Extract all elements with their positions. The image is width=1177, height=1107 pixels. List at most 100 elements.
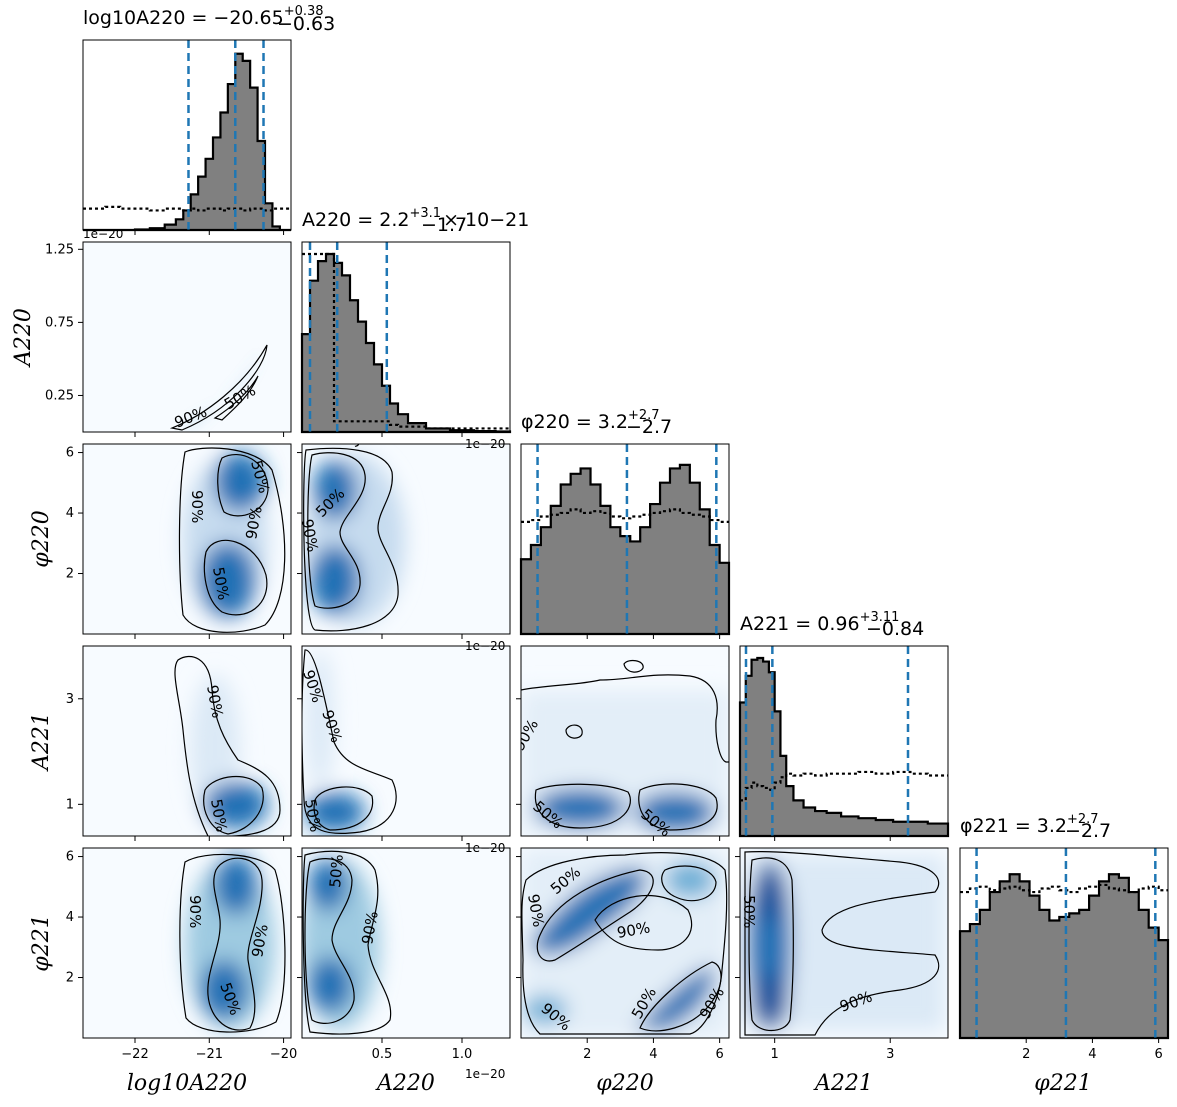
x-tick-label: 3 bbox=[886, 1047, 894, 1062]
x-tick-label: −20 bbox=[270, 1047, 297, 1062]
y-tick-label: 4 bbox=[66, 506, 74, 521]
panel-frame-3-3 bbox=[739, 645, 949, 837]
density-panel-A221-vs-A220: 90% 90% 50% bbox=[302, 646, 510, 836]
x-tick-label: 6 bbox=[715, 1047, 723, 1062]
contour-50-line bbox=[536, 869, 654, 962]
xlabel-log10A220: log10A220 bbox=[127, 1071, 247, 1096]
x-tick-label: 6 bbox=[1154, 1047, 1162, 1062]
offset-label: 1e−20 bbox=[465, 1067, 505, 1081]
density-panel-phi221-vs-phi220: 90% 50% 90% 90% 50% 90% bbox=[521, 848, 729, 1038]
xlabel-phi220: φ220 bbox=[596, 1071, 653, 1096]
contour-label-90: 90% bbox=[186, 895, 204, 928]
x-tick-label: 4 bbox=[649, 1047, 657, 1062]
panel-frame-4-2 bbox=[520, 847, 730, 1039]
contour-50-line bbox=[203, 775, 264, 835]
contour-50-line bbox=[748, 857, 794, 1032]
posterior-histogram bbox=[958, 873, 1170, 1040]
contour-inner-90-line bbox=[594, 895, 693, 951]
x-tick-label: 4 bbox=[1088, 1047, 1096, 1062]
offset-label: 1e−20 bbox=[465, 841, 505, 855]
y-tick-label: 1.25 bbox=[45, 242, 74, 257]
contour-label-50: 50% bbox=[209, 566, 233, 602]
contour-90-line bbox=[521, 674, 729, 763]
density-panel-phi221-vs-A220: 50% 90% bbox=[302, 848, 510, 1038]
posterior-histogram bbox=[519, 463, 731, 636]
contour-label-90: 90% bbox=[188, 490, 206, 523]
contour-50-line bbox=[639, 961, 722, 1032]
panel-frame-0-0 bbox=[82, 39, 292, 231]
contour-50-line bbox=[213, 375, 259, 421]
x-tick-label: 1.0 bbox=[452, 1047, 473, 1062]
contour-50-line bbox=[207, 857, 263, 1031]
contour-50-line bbox=[217, 454, 269, 517]
y-tick-label: 0.75 bbox=[45, 315, 74, 330]
contour-90-small-loop bbox=[565, 724, 583, 739]
ylabel-phi221: φ221 bbox=[29, 914, 54, 971]
prior-histogram bbox=[83, 205, 291, 212]
y-tick-label: 1 bbox=[66, 797, 74, 812]
title-A221: A221 = 0.96+3.11 bbox=[740, 610, 899, 635]
density-panel-A221-vs-phi220: 90% 50% 50% bbox=[521, 646, 729, 836]
contour-label-90: 90% bbox=[242, 505, 266, 541]
contour-label-90: 90% bbox=[298, 518, 322, 554]
density-panel-phi220-vs-log10A220: 90% 50% 90% 50% bbox=[83, 444, 291, 634]
density-panel-phi220-vs-A220: 90% 50% 90% bbox=[298, 444, 510, 634]
contour-90-small-loop bbox=[623, 659, 644, 673]
x-tick-label: 1 bbox=[771, 1047, 779, 1062]
title-log10A220-minus: −0.63 bbox=[277, 13, 335, 35]
panel-frame-2-0 bbox=[82, 443, 292, 635]
title-phi220-minus: −2.7 bbox=[626, 416, 672, 438]
diagonal-histograms bbox=[83, 40, 1170, 1040]
panel-frame-1-0 bbox=[82, 241, 292, 433]
contour-label-50: 50% bbox=[207, 798, 231, 834]
posterior-histogram bbox=[300, 252, 512, 434]
panel-frame-3-0 bbox=[82, 645, 292, 837]
x-tick-label: 2 bbox=[1022, 1047, 1030, 1062]
contour-90-line bbox=[178, 447, 286, 633]
contour-50-line bbox=[313, 786, 374, 831]
title-phi221: φ221 = 3.2+2.7 bbox=[960, 812, 1099, 837]
title-phi220: φ220 = 3.2+2.7 bbox=[521, 408, 660, 433]
contour-label-50: 50% bbox=[740, 895, 758, 928]
contour-label-90: 90% bbox=[203, 684, 227, 720]
y-tick-label: 0.25 bbox=[45, 388, 74, 403]
x-tick-label: 2 bbox=[583, 1047, 591, 1062]
offset-labels: 1e−20 1e−20 1e−20 1e−20 1e−20 bbox=[83, 227, 505, 1081]
title-A221-minus: −0.84 bbox=[866, 618, 924, 640]
contour-label-90: 90% bbox=[358, 910, 382, 946]
posterior-histogram bbox=[738, 656, 950, 838]
density-panel-phi221-vs-A221: 50% 90% bbox=[740, 848, 948, 1038]
contour-50-line bbox=[661, 865, 717, 902]
posterior-histogram bbox=[83, 52, 291, 232]
contour-50-line bbox=[304, 858, 355, 1024]
density-panel-A221-vs-log10A220: 90% 50% bbox=[83, 646, 291, 836]
x-tick-label: 0.5 bbox=[372, 1047, 393, 1062]
title-log10A220: log10A220 = −20.65+0.38 bbox=[83, 4, 324, 29]
panel-frame-4-1 bbox=[301, 847, 511, 1039]
contour-90-line bbox=[179, 853, 286, 1033]
ylabel-A220: A220 bbox=[11, 308, 36, 368]
ylabel-A221: A221 bbox=[29, 712, 54, 772]
title-A220-minus: −1.7 bbox=[421, 214, 467, 236]
contour-90-line bbox=[744, 851, 940, 1036]
contour-label-90: 90% bbox=[524, 893, 548, 929]
x-tick-label: −21 bbox=[196, 1047, 223, 1062]
contour-label-50: 50% bbox=[326, 854, 347, 889]
contour-90-line bbox=[303, 447, 399, 632]
density-panel-A220-vs-log10A220: 90% 50% bbox=[83, 242, 291, 432]
panel-frame-3-1 bbox=[301, 645, 511, 837]
axis-labels: log10A220 A220 φ220 A221 φ221 A220 φ220 … bbox=[11, 308, 1092, 1096]
panel-frame-2-1 bbox=[301, 443, 511, 635]
ylabel-phi220: φ220 bbox=[29, 510, 54, 567]
y-tick-label: 2 bbox=[66, 567, 74, 582]
prior-histogram bbox=[740, 770, 948, 802]
contour-90-line bbox=[302, 850, 392, 1035]
histogram-A221 bbox=[738, 646, 950, 838]
offset-label: 1e−20 bbox=[465, 437, 505, 451]
panel-frame-4-4 bbox=[959, 847, 1169, 1039]
density-panel-phi221-vs-log10A220: 90% 90% 50% bbox=[83, 848, 291, 1038]
y-tick-label: 6 bbox=[66, 446, 74, 461]
y-tick-label: 2 bbox=[66, 971, 74, 986]
histogram-log10A220 bbox=[83, 40, 291, 232]
